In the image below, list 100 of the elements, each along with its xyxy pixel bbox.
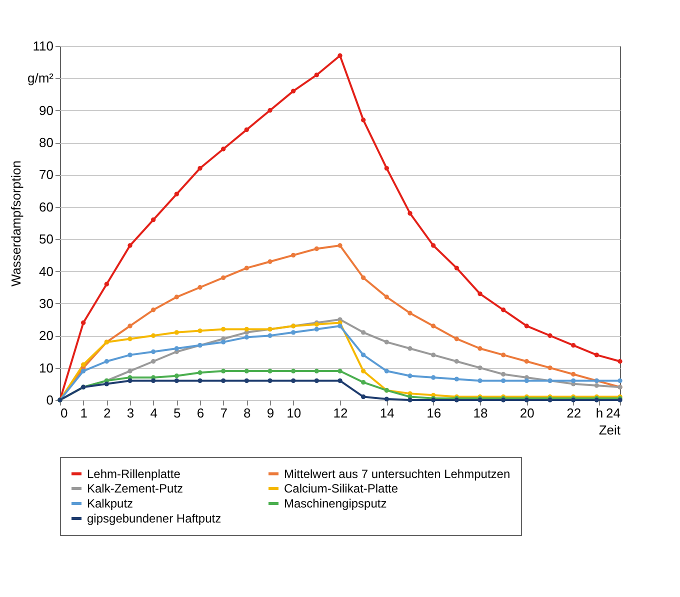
point xyxy=(500,378,506,384)
y-tick-label: 90 xyxy=(39,102,54,118)
point xyxy=(314,326,320,332)
point xyxy=(338,243,342,248)
legend-label: Lehm-Rillenplatte xyxy=(87,466,181,481)
point xyxy=(360,394,366,400)
point xyxy=(220,368,226,374)
point xyxy=(384,166,390,171)
point xyxy=(314,378,320,384)
point xyxy=(220,378,226,384)
x-tick-label: 3 xyxy=(126,406,134,420)
point xyxy=(570,378,576,384)
point xyxy=(290,88,296,94)
point xyxy=(384,294,390,300)
point xyxy=(244,266,250,270)
point xyxy=(548,365,552,370)
y-tick-label: 10 xyxy=(39,360,54,376)
point xyxy=(618,359,622,364)
x-tick-label: h xyxy=(596,406,604,420)
point xyxy=(290,252,296,258)
x-tick-label: 4 xyxy=(150,406,158,420)
y-tick-label: g/m² xyxy=(28,70,54,86)
point xyxy=(570,372,576,377)
point xyxy=(338,378,342,384)
point xyxy=(128,243,132,248)
point xyxy=(360,275,366,280)
point xyxy=(524,324,530,328)
point xyxy=(150,308,156,312)
point xyxy=(128,368,132,374)
point xyxy=(198,370,202,375)
point xyxy=(198,166,202,171)
point xyxy=(430,324,436,328)
y-tick-label: 50 xyxy=(39,232,54,247)
point xyxy=(314,246,320,252)
legend-label: Mittelwert aus 7 untersuchten Lehmputzen xyxy=(284,466,510,481)
point xyxy=(548,333,552,338)
point xyxy=(244,368,250,374)
point xyxy=(268,368,272,374)
point xyxy=(150,349,156,354)
point xyxy=(174,346,180,351)
point xyxy=(150,359,156,364)
point xyxy=(174,192,180,196)
y-tick-label: 30 xyxy=(39,296,54,311)
point xyxy=(478,378,482,384)
point xyxy=(360,330,366,335)
point xyxy=(290,378,296,384)
x-tick-label: 16 xyxy=(426,406,442,420)
y-tick-label: 60 xyxy=(39,199,54,214)
x-tick-label: 7 xyxy=(220,406,228,420)
legend-label: Kalk-Zement-Putz xyxy=(87,482,184,496)
point xyxy=(220,340,226,344)
point xyxy=(500,372,506,377)
point xyxy=(338,324,342,328)
point xyxy=(408,211,412,216)
point xyxy=(408,346,412,351)
point xyxy=(150,333,156,338)
point xyxy=(430,352,436,358)
point xyxy=(524,378,530,384)
point xyxy=(454,359,460,364)
y-tick-label: 70 xyxy=(39,167,54,182)
y-tick-label: 20 xyxy=(39,328,54,344)
point xyxy=(408,374,412,378)
point xyxy=(244,378,250,384)
point xyxy=(384,340,390,344)
legend-label: Calcium-Silikat-Platte xyxy=(284,482,398,496)
point xyxy=(104,382,110,386)
point xyxy=(594,383,600,388)
x-tick-label: 9 xyxy=(266,406,274,420)
point xyxy=(174,378,180,384)
x-tick-label: 20 xyxy=(520,406,534,420)
point xyxy=(384,368,390,374)
point xyxy=(128,336,132,342)
point xyxy=(128,352,132,358)
point xyxy=(290,368,296,374)
x-tick-label: 14 xyxy=(380,406,394,420)
y-tick-label: 80 xyxy=(39,135,54,150)
point xyxy=(338,53,342,58)
point xyxy=(454,266,460,270)
y-tick-label: 40 xyxy=(39,264,54,279)
point xyxy=(384,396,390,402)
x-tick-label: 22 xyxy=(566,406,582,420)
point xyxy=(478,291,482,296)
point xyxy=(80,362,86,367)
point xyxy=(570,342,576,348)
legend-label: Maschinengipsputz xyxy=(284,496,387,510)
point xyxy=(360,380,366,385)
point xyxy=(244,326,250,332)
x-axis-title: Zeit xyxy=(598,422,621,438)
legend-label: Kalkputz xyxy=(87,496,134,510)
point xyxy=(268,259,272,264)
point xyxy=(80,368,86,374)
point xyxy=(524,359,530,364)
point xyxy=(430,243,436,248)
point xyxy=(198,285,202,290)
point xyxy=(150,217,156,222)
point xyxy=(594,352,600,358)
x-tick-label: 5 xyxy=(174,406,181,420)
point xyxy=(268,108,272,113)
point xyxy=(174,294,180,300)
point xyxy=(360,118,366,122)
